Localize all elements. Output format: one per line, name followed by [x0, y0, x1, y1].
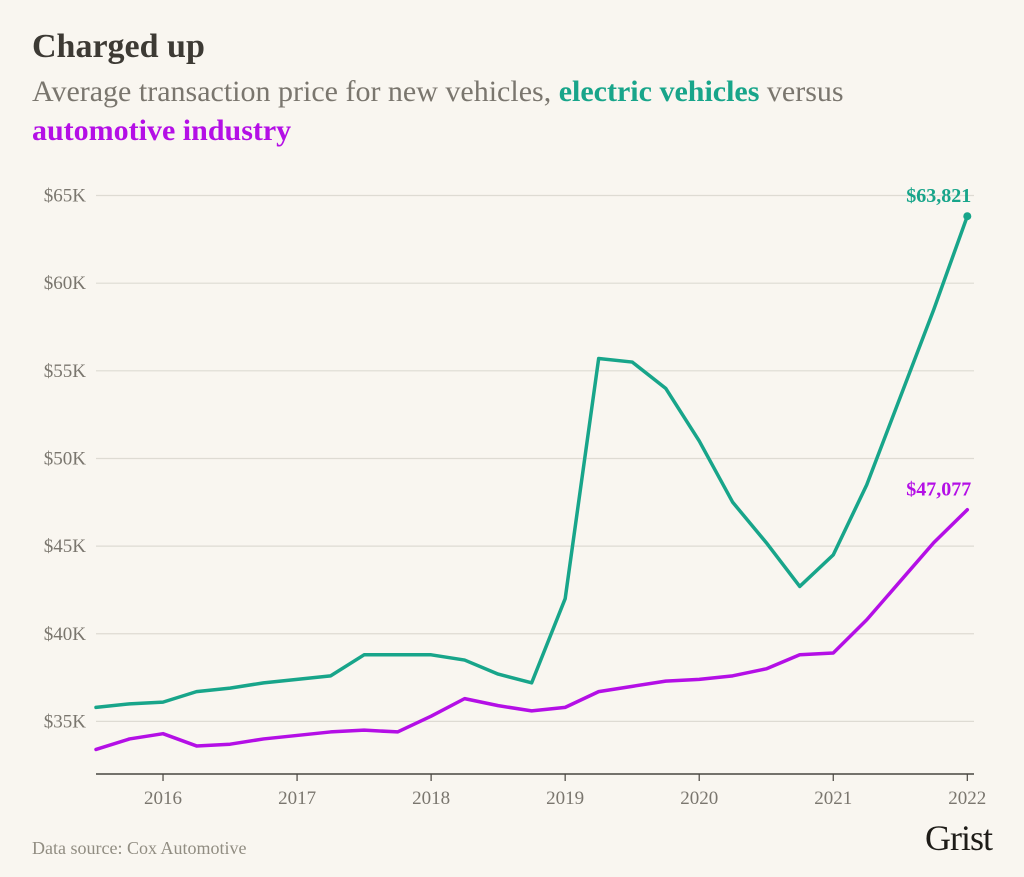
- svg-text:2020: 2020: [680, 788, 718, 809]
- svg-text:2017: 2017: [278, 788, 316, 809]
- subtitle-text-1: Average transaction price for new vehicl…: [32, 75, 559, 108]
- subtitle-text-2: versus: [759, 75, 843, 108]
- svg-text:$47,077: $47,077: [906, 479, 971, 501]
- data-source: Data source: Cox Automotive: [32, 838, 246, 859]
- chart-container: Charged up Average transaction price for…: [0, 0, 1024, 877]
- chart-footer: Data source: Cox Automotive Grist: [32, 817, 992, 859]
- brand-logo: Grist: [925, 817, 992, 859]
- chart-subtitle: Average transaction price for new vehicl…: [32, 72, 992, 150]
- svg-text:$55K: $55K: [44, 361, 87, 382]
- subtitle-ev-label: electric vehicles: [559, 75, 760, 108]
- svg-text:$50K: $50K: [44, 448, 87, 469]
- svg-text:2019: 2019: [546, 788, 584, 809]
- svg-text:$45K: $45K: [44, 536, 87, 557]
- subtitle-industry-label: automotive industry: [32, 114, 291, 147]
- svg-text:$63,821: $63,821: [906, 185, 971, 207]
- svg-text:$60K: $60K: [44, 273, 87, 294]
- svg-text:2016: 2016: [144, 788, 182, 809]
- svg-text:$35K: $35K: [44, 711, 87, 732]
- svg-text:2021: 2021: [814, 788, 852, 809]
- svg-text:$40K: $40K: [44, 624, 87, 645]
- line-chart-svg: $35K $40K $45K $50K $55K $60K $65K 2016 2017 2018…: [32, 168, 992, 818]
- chart-area: $35K $40K $45K $50K $55K $60K $65K 2016 2017 2018…: [32, 168, 992, 818]
- chart-title: Charged up: [32, 28, 992, 66]
- svg-text:2018: 2018: [412, 788, 450, 809]
- svg-text:2022: 2022: [948, 788, 986, 809]
- svg-text:$65K: $65K: [44, 186, 87, 207]
